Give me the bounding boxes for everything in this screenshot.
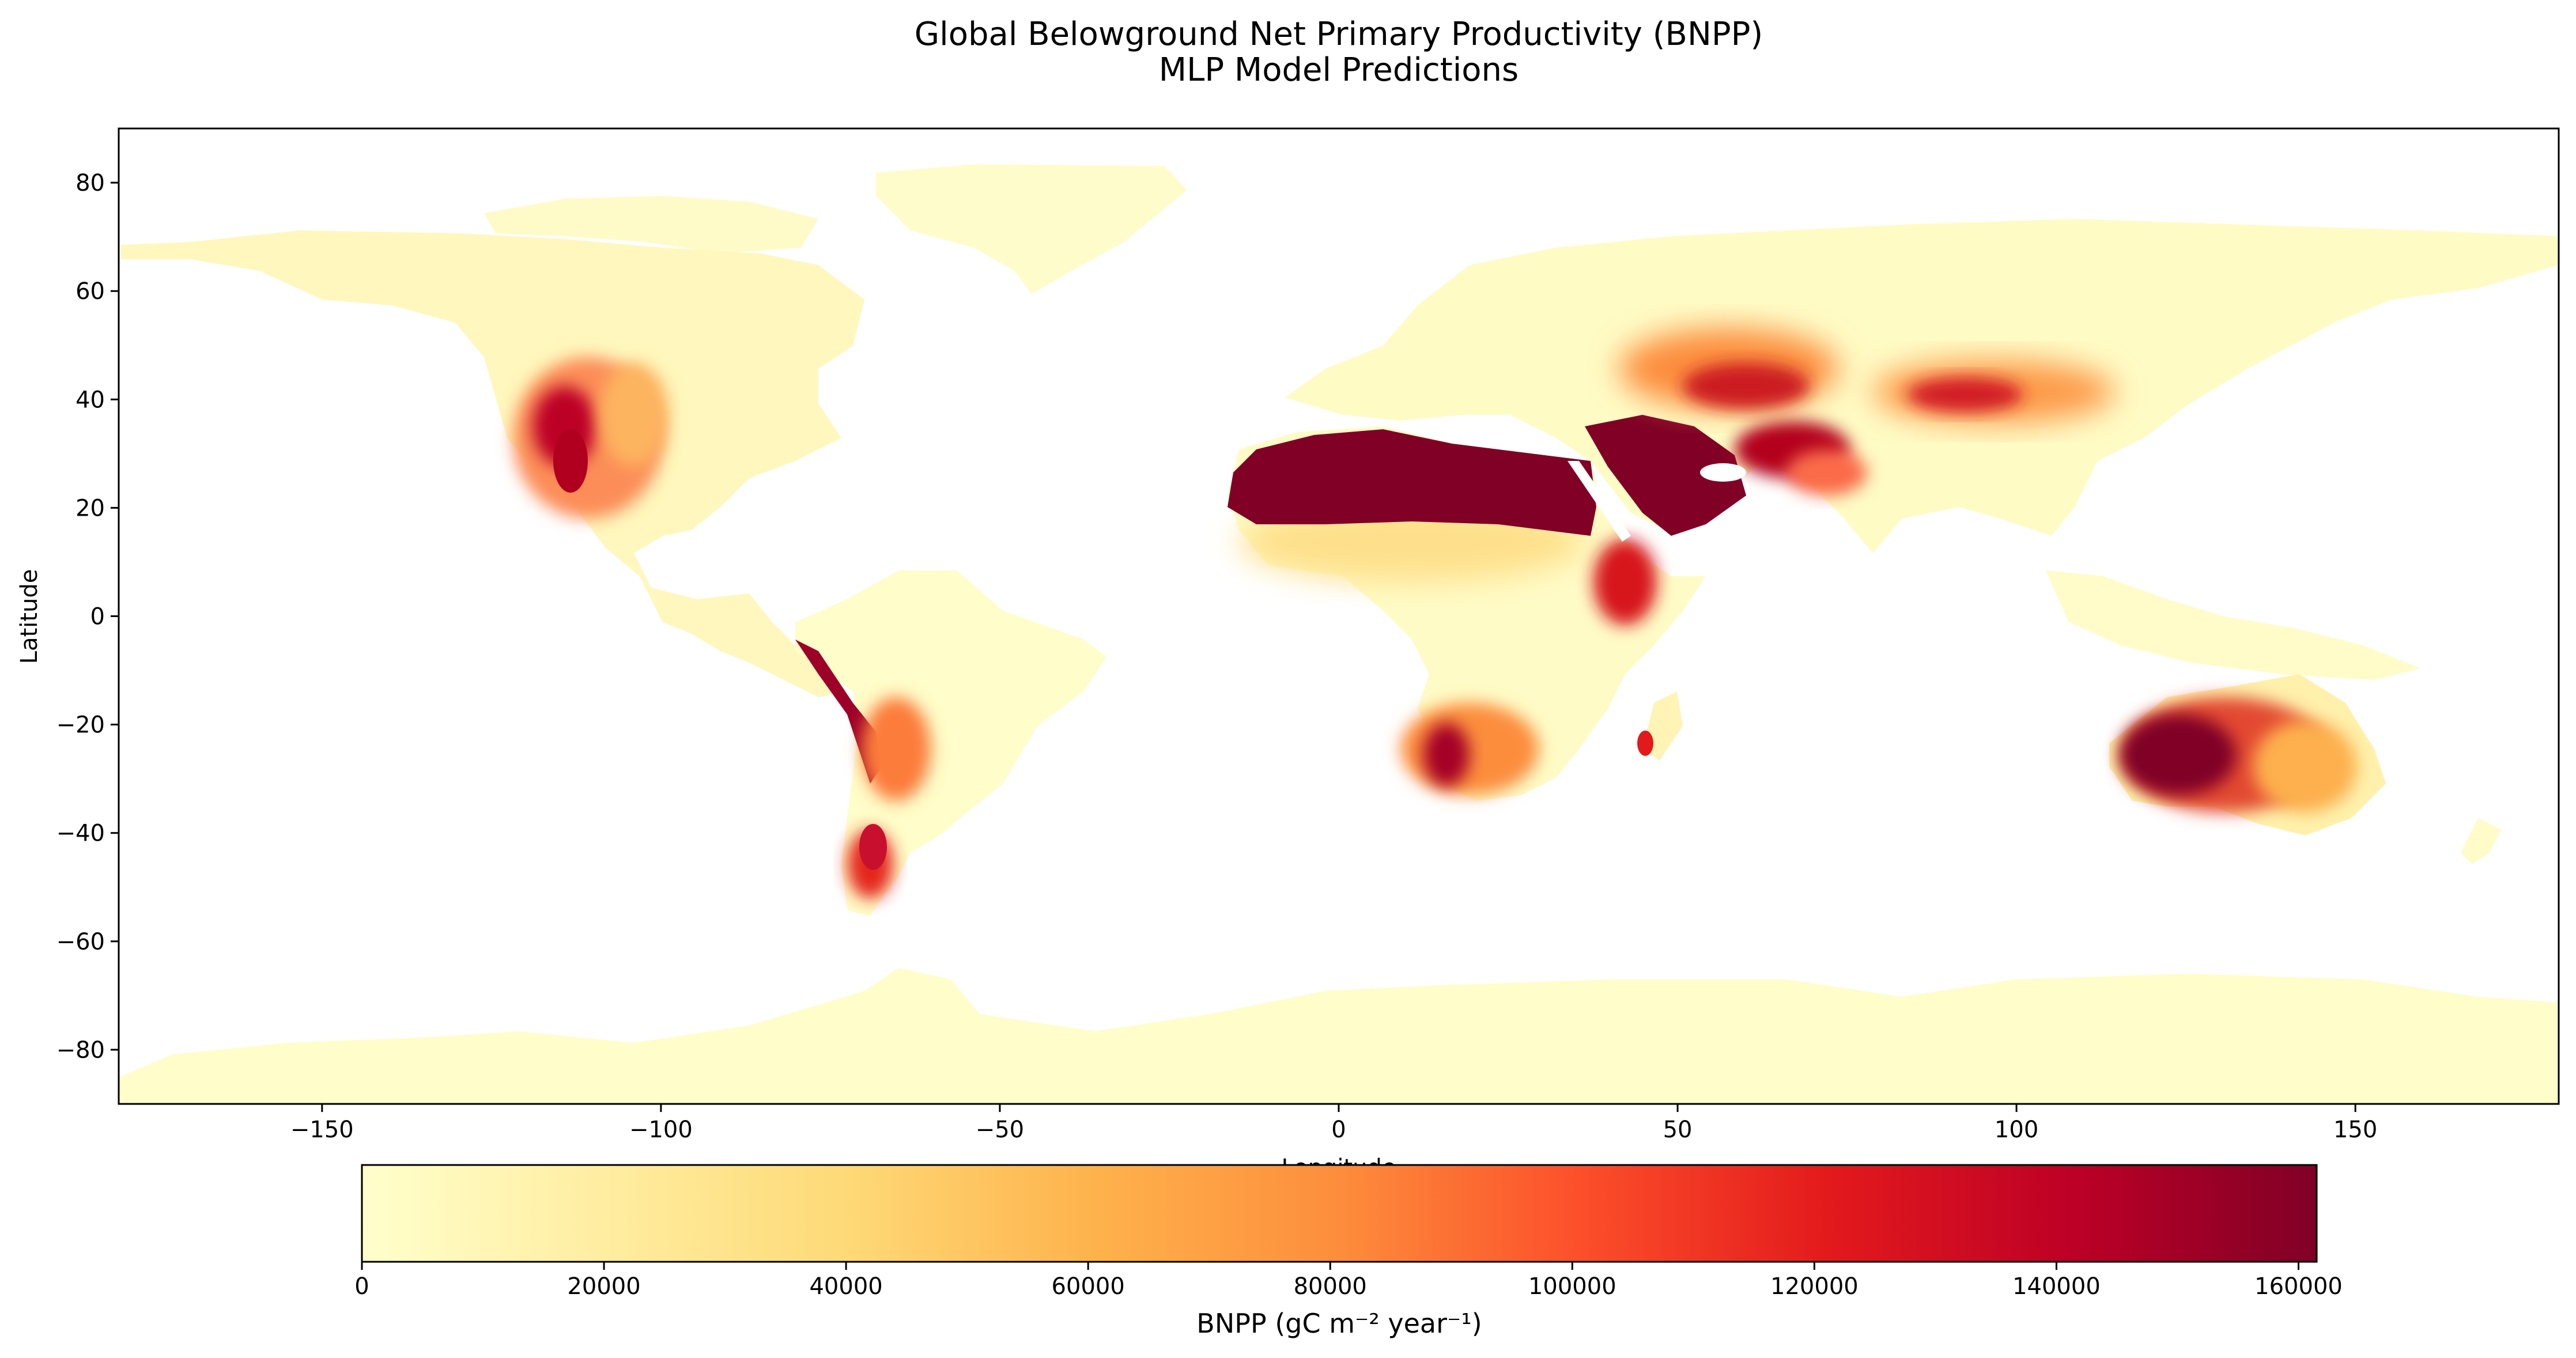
x-tick-label: 100 [1995, 1117, 2038, 1143]
x-tick-label: −50 [976, 1117, 1024, 1143]
hotspot-andes [795, 640, 882, 784]
colorbar-tick-label: 140000 [2012, 1273, 2101, 1300]
hotspot-australia-core [2121, 714, 2236, 795]
hotspot-great-plains [599, 363, 668, 467]
y-axis-label: Latitude [16, 569, 43, 664]
colorbar-tick-label: 80000 [1294, 1273, 1367, 1300]
hotspot-australia-east [2253, 720, 2357, 812]
colorbar-tick-label: 20000 [567, 1273, 640, 1300]
colorbar-tick-label: 160000 [2254, 1273, 2343, 1300]
x-tick-label: −150 [290, 1117, 354, 1143]
colorbar-tick-label: 120000 [1770, 1273, 1859, 1300]
colorbar-label: BNPP (gC m⁻² year⁻¹) [1196, 1308, 1482, 1339]
y-tick-label: −80 [56, 1037, 105, 1064]
y-tick-label: 0 [90, 604, 105, 630]
colorbar-gradient [361, 1164, 2318, 1263]
colorbar-tick-label: 100000 [1528, 1273, 1616, 1300]
intensity-overlays [513, 328, 2357, 899]
land-new-zealand [2461, 818, 2501, 864]
hotspot-baja [553, 429, 588, 493]
y-tick-label: 40 [75, 387, 105, 413]
x-axis-ticks: −150 −100 −50 0 50 100 150 [290, 1104, 2377, 1143]
x-tick-label: 50 [1663, 1117, 1693, 1143]
y-tick-label: 80 [75, 170, 105, 196]
colorbar-tick-label: 40000 [809, 1273, 882, 1300]
hotspot-namib [1423, 723, 1470, 786]
land-greenland [876, 164, 1187, 294]
hotspot-thar [1786, 449, 1867, 495]
colorbar-tick-label: 60000 [1052, 1273, 1125, 1300]
y-tick-label: −60 [56, 929, 105, 955]
x-tick-label: 0 [1331, 1117, 1346, 1143]
map-area [119, 128, 2559, 1104]
colorbar-tick-label: 0 [354, 1273, 369, 1300]
hotspot-sahara [1227, 429, 1596, 536]
land-canadian-arctic [484, 196, 818, 254]
land-antarctica [119, 968, 2559, 1104]
hotspot-kalahari-glow [1400, 703, 1539, 795]
hotspot-horn-of-africa [1593, 539, 1657, 625]
hotspot-madagascar [1637, 731, 1653, 756]
hotspot-chaco [862, 697, 931, 801]
hotspot-arabia [1585, 415, 1746, 536]
colorbar-ticks: 0 20000 40000 60000 80000 100000 120000 140000 1… [354, 1262, 2343, 1300]
y-axis-ticks: 80 60 40 20 0 −20 −40 −60 −80 [56, 170, 119, 1064]
y-tick-label: −40 [56, 820, 105, 847]
red-sea-gap [1567, 461, 1631, 542]
y-tick-label: 20 [75, 495, 105, 521]
y-tick-label: −20 [56, 712, 105, 739]
land-north-america [121, 230, 864, 697]
hotspot-patagonia-core [859, 824, 887, 870]
x-tick-label: −100 [629, 1117, 693, 1143]
chart-subtitle: MLP Model Predictions [1159, 51, 1519, 89]
persian-gulf-gap [1700, 463, 1746, 482]
land-southeast-asia [2046, 570, 2420, 680]
chart-title: Global Belowground Net Primary Productiv… [915, 16, 1763, 53]
x-tick-label: 150 [2333, 1117, 2377, 1143]
hotspot-gobi-core [1908, 377, 2023, 412]
hotspot-central-asia-core [1683, 363, 1810, 409]
y-tick-label: 60 [75, 278, 105, 305]
